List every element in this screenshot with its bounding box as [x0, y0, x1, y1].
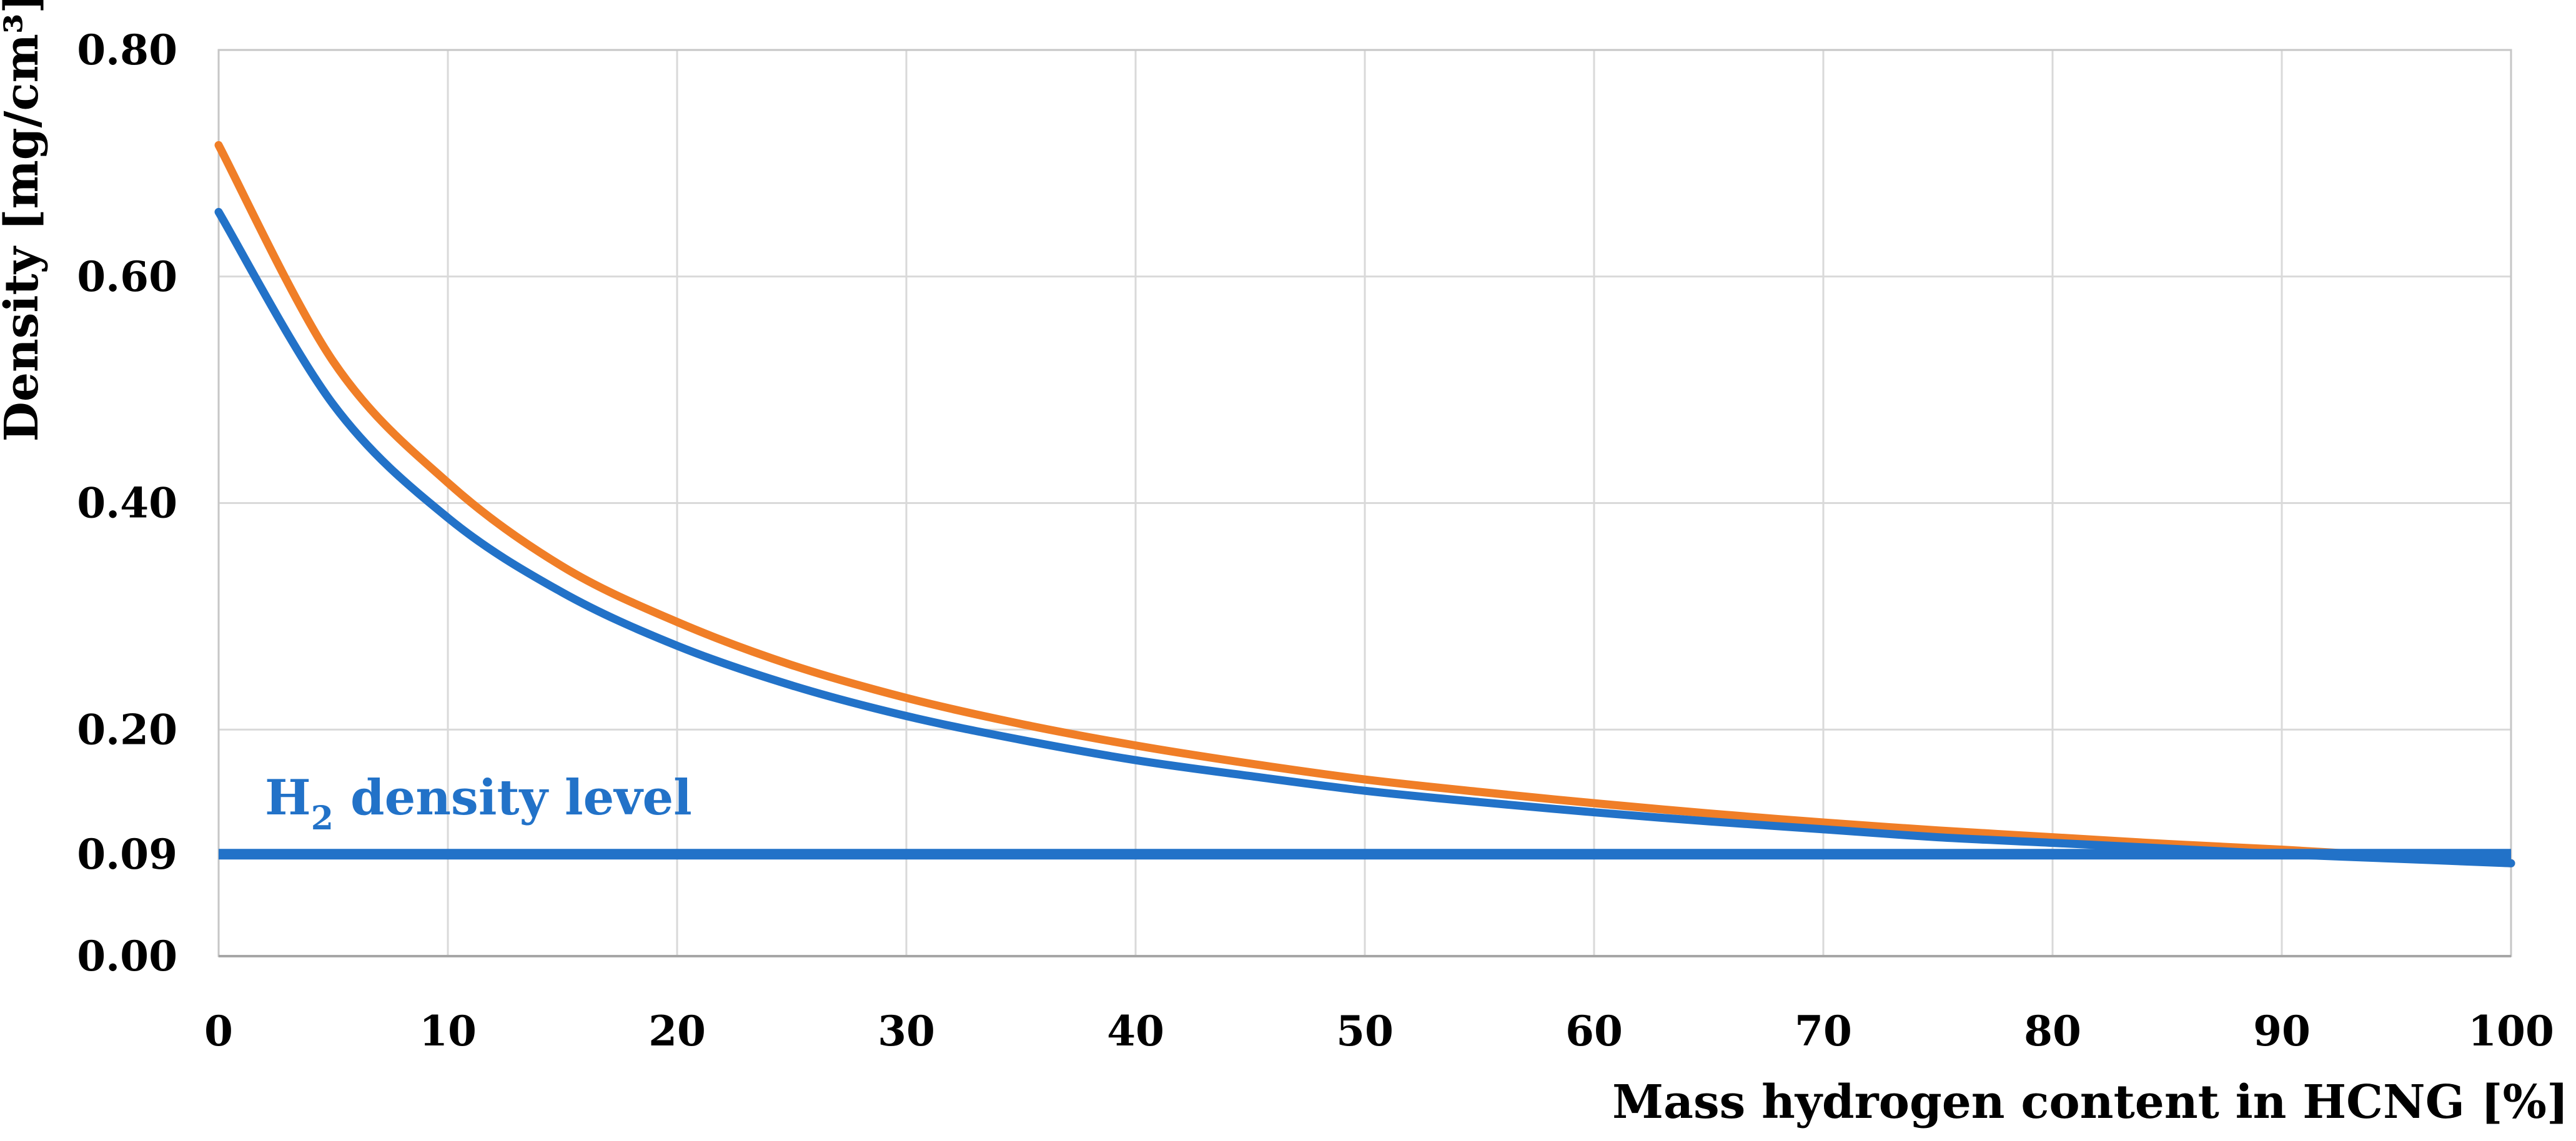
y-tick-label: 0.80: [77, 26, 177, 74]
h2-density-level-label: H2 density level: [265, 769, 692, 837]
blue-density-curve: [214, 207, 2515, 867]
x-tick-label: 0: [204, 1007, 233, 1055]
y-tick-labels: 0.00 0.09 0.20 0.40 0.60 0.80: [77, 26, 177, 980]
x-tick-label: 40: [1107, 1007, 1164, 1055]
x-axis-title: Mass hydrogen content in HCNG [%]: [1612, 1075, 2569, 1129]
y-tick-label: 0.20: [77, 705, 177, 754]
x-tick-label: 60: [1565, 1007, 1623, 1055]
y-axis-title: Density [mg/cm³]: [0, 0, 49, 442]
y-tick-label-h2-level: 0.09: [77, 830, 177, 879]
orange-density-curve: [214, 141, 2515, 867]
y-tick-label: 0.00: [77, 932, 177, 980]
x-tick-label: 50: [1336, 1007, 1394, 1055]
x-tick-label: 10: [419, 1007, 477, 1055]
x-tick-label: 100: [2468, 1007, 2554, 1055]
x-tick-label: 70: [1795, 1007, 1852, 1055]
x-tick-label: 30: [878, 1007, 935, 1055]
x-tick-label: 20: [648, 1007, 706, 1055]
y-tick-label: 0.60: [77, 252, 177, 301]
y-tick-label: 0.40: [77, 479, 177, 528]
x-tick-label: 80: [2024, 1007, 2081, 1055]
x-tick-label: 90: [2253, 1007, 2311, 1055]
x-tick-labels: 0 10 20 30 40 50 60 70 80 90 100: [204, 1007, 2554, 1055]
